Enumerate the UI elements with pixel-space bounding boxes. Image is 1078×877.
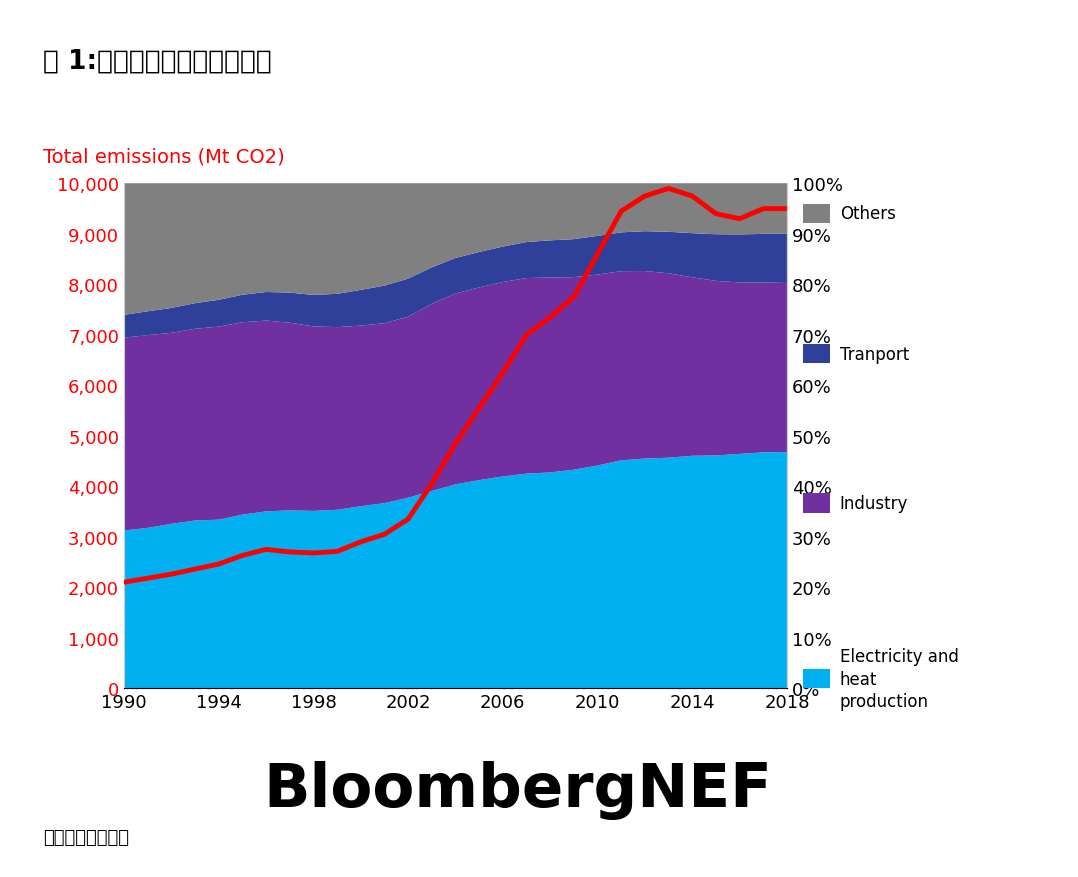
Text: Total emissions (Mt CO2): Total emissions (Mt CO2) — [43, 147, 285, 167]
Text: Industry: Industry — [840, 495, 908, 512]
Text: 图 1:中国不同部门的碳排放量: 图 1:中国不同部门的碳排放量 — [43, 48, 272, 75]
Text: BloombergNEF: BloombergNEF — [263, 759, 772, 819]
Text: 来源：国际能源署: 来源：国际能源署 — [43, 828, 129, 846]
Text: Electricity and
heat
production: Electricity and heat production — [840, 647, 958, 710]
Text: Tranport: Tranport — [840, 346, 909, 363]
Text: Others: Others — [840, 205, 896, 223]
